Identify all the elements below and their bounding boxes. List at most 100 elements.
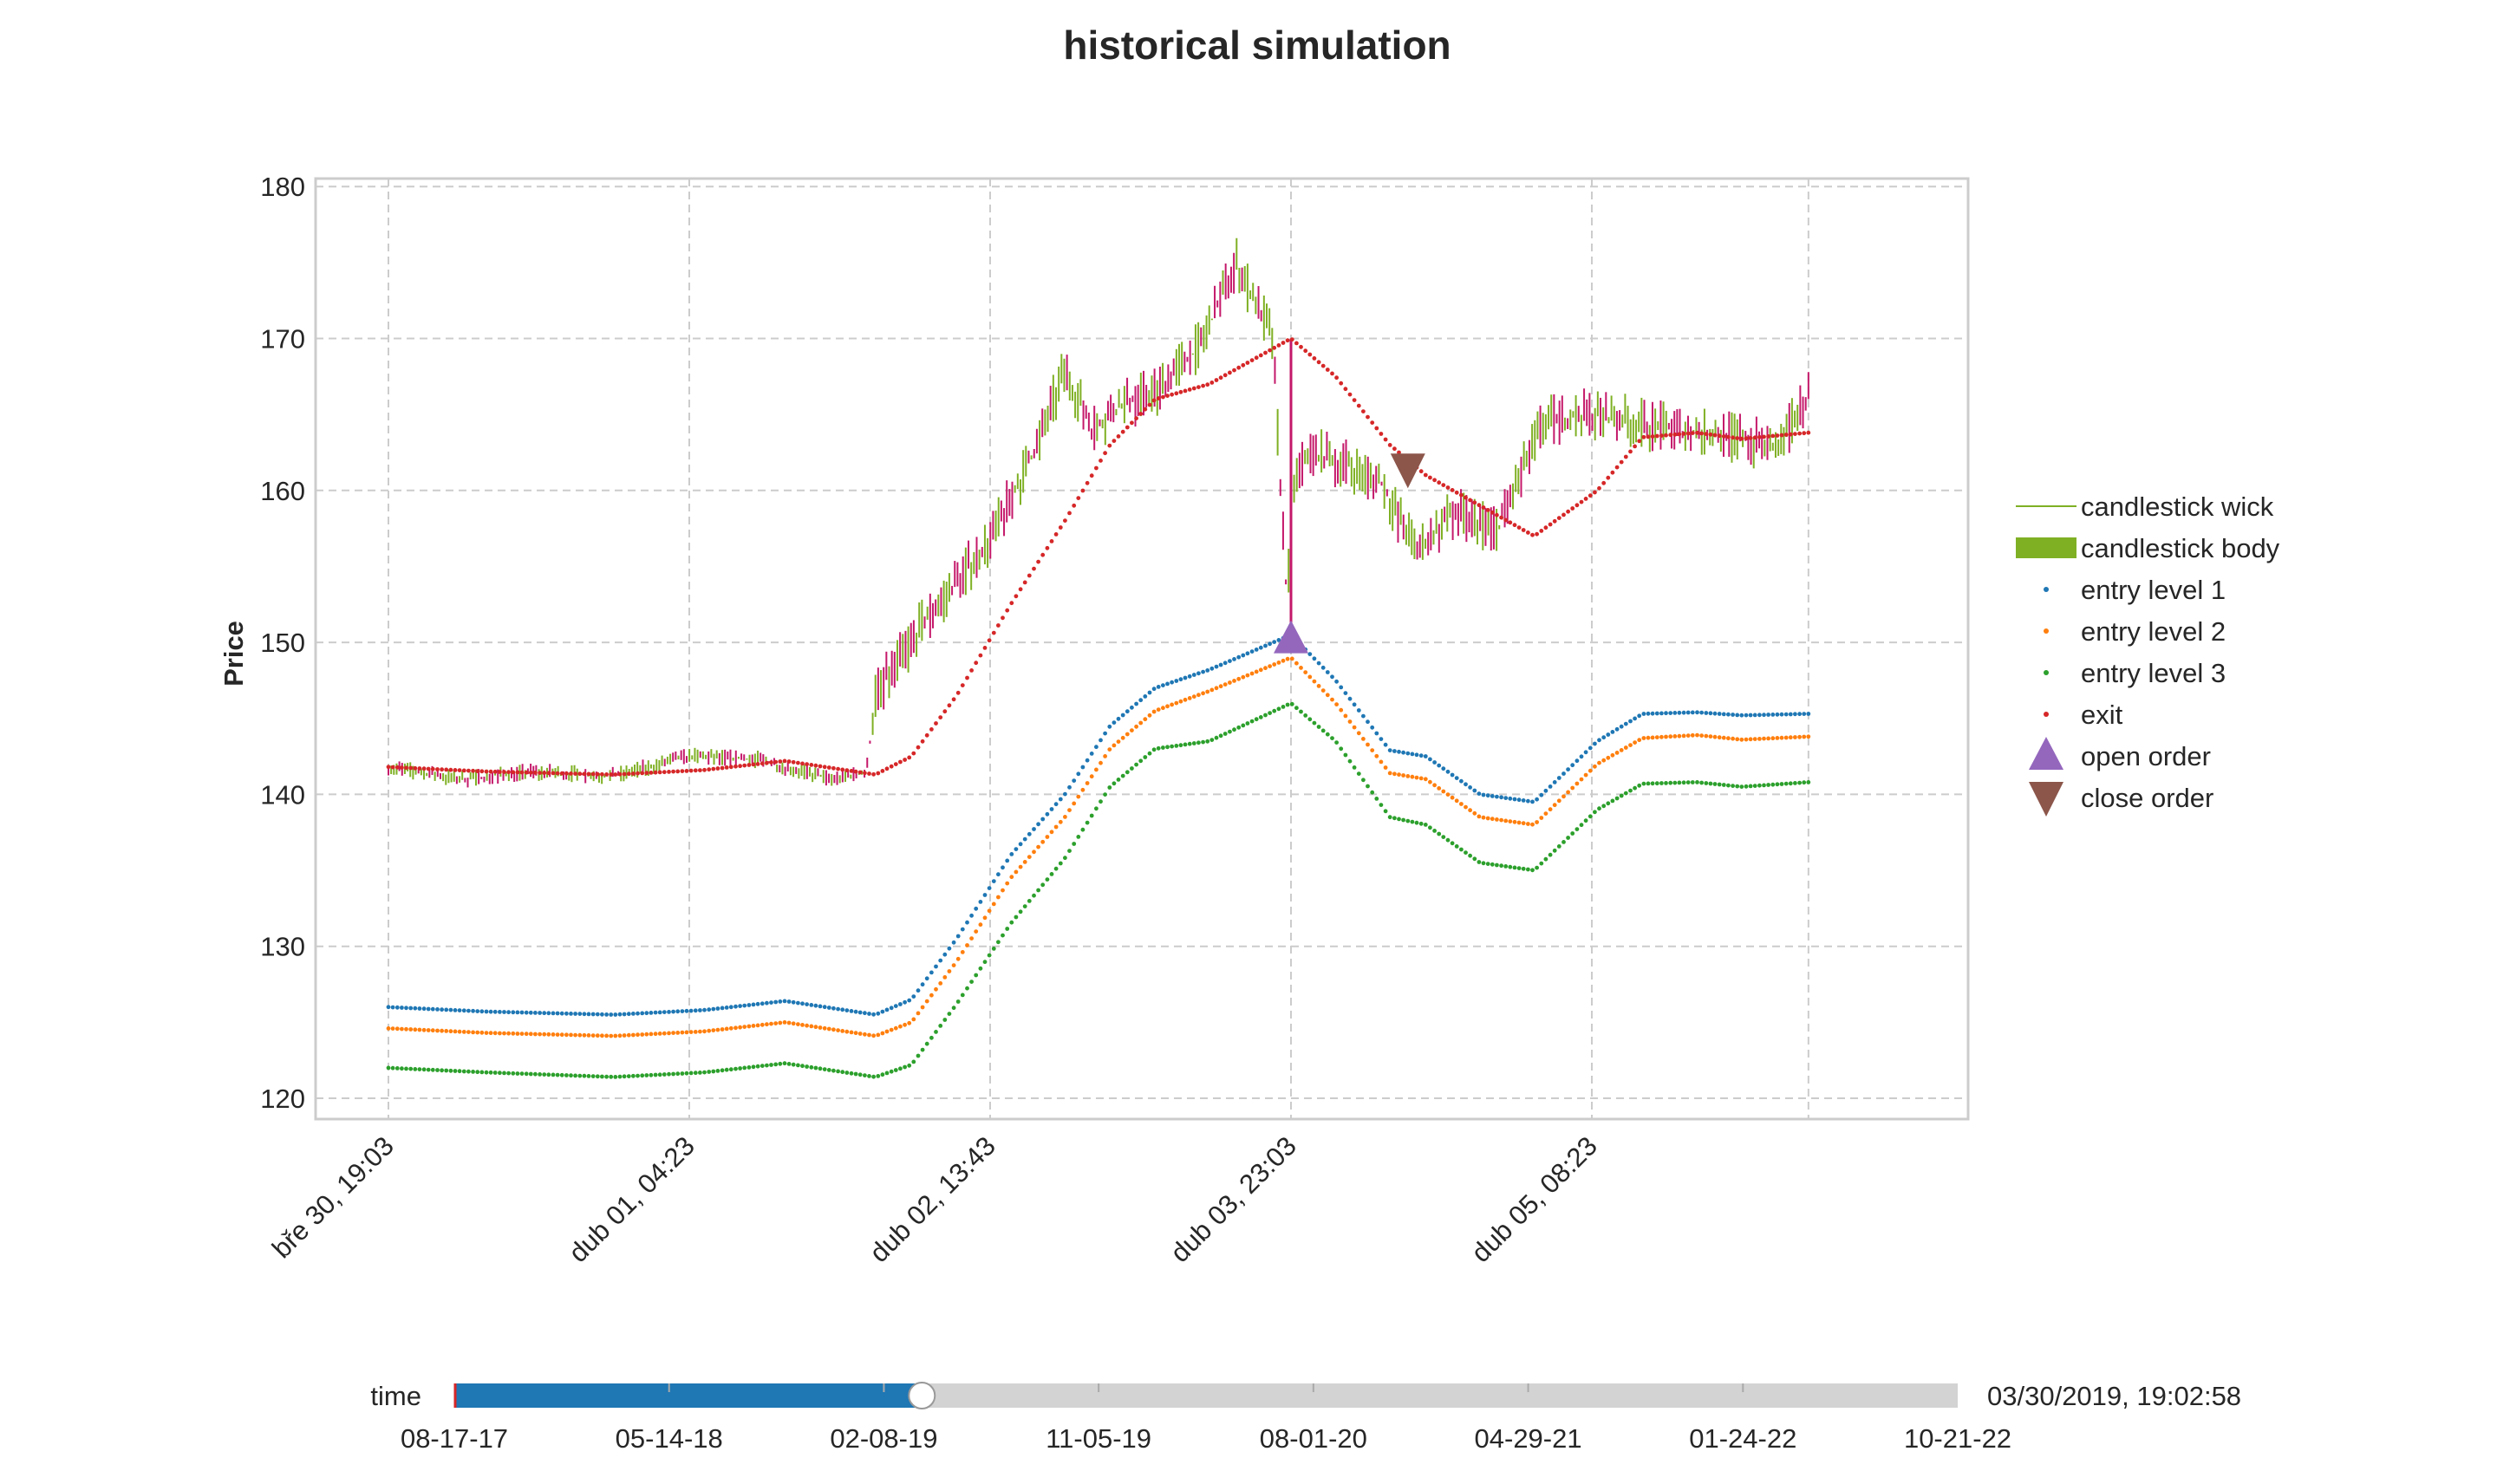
data-point — [1681, 780, 1686, 785]
data-point — [1085, 820, 1090, 825]
data-point — [818, 1025, 823, 1030]
data-point — [1383, 809, 1388, 814]
data-point — [1089, 774, 1094, 779]
data-point — [1628, 719, 1633, 724]
data-point — [1548, 522, 1553, 527]
data-point — [867, 1074, 871, 1078]
data-point — [519, 770, 525, 775]
data-point — [1721, 783, 1726, 787]
data-point — [582, 771, 587, 777]
data-point — [1125, 709, 1130, 714]
data-point — [809, 1064, 814, 1070]
entry-level-1-series — [386, 634, 1811, 1017]
slider-handle[interactable] — [908, 1382, 936, 1409]
slider-tick-label: 02-08-19 — [830, 1423, 937, 1454]
data-point — [1080, 787, 1086, 792]
data-point — [987, 638, 992, 643]
data-point — [836, 1028, 840, 1032]
data-point — [1757, 737, 1762, 741]
data-point — [1454, 490, 1459, 495]
data-point — [1681, 710, 1686, 715]
y-tick-label: 150 — [260, 628, 305, 658]
data-point — [1650, 711, 1655, 716]
data-point — [920, 1047, 925, 1052]
data-point — [644, 1011, 649, 1016]
data-point — [519, 1010, 525, 1015]
data-point — [863, 1032, 867, 1037]
data-point — [577, 771, 583, 777]
data-point — [1802, 431, 1807, 436]
data-point — [662, 1031, 667, 1036]
data-point — [475, 1070, 480, 1075]
data-point — [1699, 733, 1704, 738]
data-point — [1521, 821, 1526, 826]
data-point — [1495, 512, 1499, 517]
data-point — [1762, 713, 1766, 718]
data-point — [1775, 712, 1780, 717]
legend-label: entry level 2 — [2081, 616, 2226, 647]
data-point — [1766, 713, 1770, 717]
data-point — [840, 1070, 845, 1075]
data-point — [822, 765, 827, 770]
data-point — [1170, 392, 1174, 397]
data-point — [765, 1063, 769, 1068]
data-point — [636, 1032, 640, 1038]
data-point — [421, 1067, 427, 1072]
data-point — [1401, 817, 1405, 823]
data-point — [942, 975, 948, 980]
data-point — [475, 1030, 480, 1035]
chart-title: historical simulation — [1063, 23, 1451, 68]
data-point — [586, 771, 591, 777]
data-point — [1744, 784, 1749, 789]
data-point — [1205, 382, 1210, 387]
data-point — [461, 1069, 466, 1074]
data-point — [640, 1011, 645, 1016]
time-slider[interactable]: time 08-17-17 05-14-18 02-08-19 11-05-19 08-0… — [370, 1381, 2241, 1454]
data-point — [996, 895, 1001, 900]
data-point — [1802, 780, 1807, 785]
data-point — [1583, 772, 1588, 778]
data-point — [1574, 827, 1580, 831]
data-point — [1668, 780, 1673, 785]
data-point — [893, 1004, 898, 1008]
data-point — [649, 771, 654, 775]
data-point — [778, 1061, 783, 1066]
data-point — [1423, 472, 1428, 478]
data-point — [1218, 684, 1223, 689]
data-point — [836, 766, 840, 771]
data-point — [1668, 711, 1673, 715]
data-point — [1174, 679, 1179, 683]
data-point — [1619, 748, 1624, 752]
data-point — [849, 1009, 854, 1013]
data-point — [1058, 861, 1063, 866]
data-point — [1289, 701, 1294, 706]
data-point — [1268, 664, 1272, 668]
data-point — [1366, 414, 1370, 420]
data-point — [609, 1074, 614, 1079]
data-point — [1187, 387, 1192, 392]
data-point — [898, 1066, 903, 1071]
data-point — [1143, 694, 1148, 699]
data-point — [528, 1071, 533, 1077]
data-point — [404, 765, 408, 771]
data-point — [1566, 836, 1570, 840]
data-point — [1361, 409, 1366, 413]
data-point — [800, 1064, 805, 1069]
data-point — [1552, 518, 1557, 524]
data-point — [1459, 802, 1464, 806]
data-point — [746, 1024, 752, 1029]
data-point — [680, 1009, 685, 1013]
data-point — [826, 1068, 831, 1072]
data-point — [559, 1011, 564, 1016]
data-point — [657, 1032, 662, 1036]
data-point — [769, 1021, 773, 1026]
data-point — [1770, 433, 1776, 439]
data-point — [1757, 783, 1762, 788]
data-point — [1005, 858, 1010, 863]
data-point — [1490, 510, 1495, 515]
data-point — [688, 1030, 694, 1034]
data-point — [742, 1003, 747, 1008]
data-point — [1516, 797, 1522, 803]
legend-label: candlestick body — [2081, 533, 2280, 563]
data-point — [1183, 388, 1188, 394]
